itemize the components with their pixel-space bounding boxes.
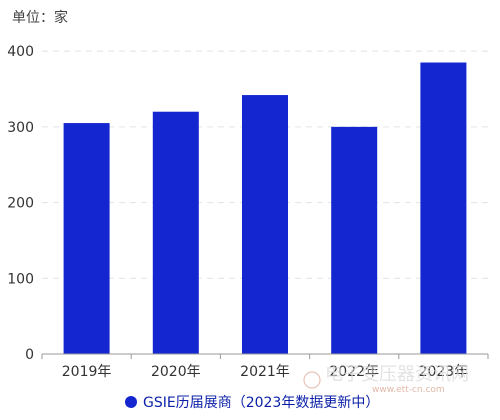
- x-tick-label: 2021年: [240, 364, 290, 380]
- bar-2022年: [331, 126, 378, 354]
- y-tick-label: 0: [25, 347, 34, 363]
- bar-2020年: [152, 111, 199, 354]
- bar-2023年: [420, 62, 467, 354]
- x-tick-label: 2022年: [329, 364, 379, 380]
- legend-marker-icon: [125, 396, 137, 408]
- y-tick-label: 300: [7, 120, 34, 136]
- x-tick-label: 2023年: [419, 364, 469, 380]
- y-axis-ticks: 0 100 200 300 400: [7, 44, 34, 363]
- legend-label: GSIE历届展商（2023年数据更新中）: [143, 395, 379, 411]
- unit-label: 单位：家: [12, 9, 68, 26]
- watermark: 电子变压器资讯网 www.ett-cn.com: [303, 364, 469, 395]
- watermark-text: 电子变压器资讯网: [325, 364, 469, 385]
- bar-series: [63, 62, 467, 355]
- x-tick-label: 2020年: [151, 364, 201, 380]
- y-tick-label: 100: [7, 271, 34, 287]
- x-tick-label: 2019年: [62, 364, 112, 380]
- legend: GSIE历届展商（2023年数据更新中）: [125, 395, 379, 411]
- watermark-logo-icon: [303, 371, 321, 389]
- y-tick-label: 400: [7, 44, 34, 60]
- bar-2021年: [242, 95, 288, 355]
- y-tick-label: 200: [7, 196, 34, 212]
- watermark-url: www.ett-cn.com: [372, 385, 445, 395]
- x-axis-ticks: 2019年 2020年 2021年 2022年 2023年: [41, 354, 489, 380]
- bar-2019年: [63, 123, 110, 354]
